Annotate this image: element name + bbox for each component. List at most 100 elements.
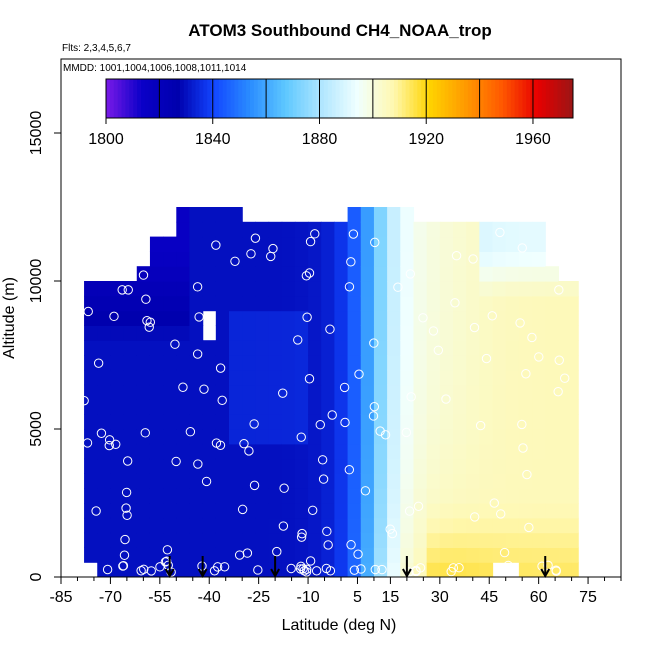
- heatmap-cell: [308, 266, 322, 282]
- heatmap-cell: [505, 384, 520, 400]
- heatmap-cell: [347, 473, 362, 489]
- heatmap-cell: [136, 325, 151, 341]
- heatmap-cell: [189, 221, 204, 238]
- heatmap-cell: [347, 547, 362, 563]
- heatmap-cell: [400, 503, 415, 519]
- heatmap-cell: [492, 473, 507, 489]
- sample-marker: [469, 322, 480, 333]
- colorbar-swatch: [526, 79, 531, 118]
- sample-marker: [369, 401, 380, 412]
- x-tick-label: 5: [353, 589, 362, 606]
- heatmap-cell: [229, 281, 243, 297]
- heatmap-cell: [215, 458, 230, 474]
- heatmap-cell: [453, 458, 467, 474]
- heatmap-cell: [439, 266, 454, 282]
- heatmap-cell: [413, 503, 428, 519]
- heatmap-cell: [163, 325, 177, 341]
- heatmap-cell: [360, 207, 375, 223]
- heatmap-cell: [215, 429, 230, 445]
- colorbar-swatch: [113, 79, 119, 118]
- sample-marker: [551, 565, 561, 575]
- heatmap-cell: [255, 517, 270, 534]
- heatmap-cell: [215, 251, 230, 267]
- heatmap-cell: [202, 399, 217, 415]
- sample-marker: [554, 355, 564, 365]
- heatmap-cell: [492, 429, 507, 445]
- colorbar-swatch: [397, 79, 403, 118]
- heatmap-cell: [518, 310, 533, 326]
- heatmap-cell: [347, 325, 362, 341]
- heatmap-cell: [413, 310, 428, 326]
- colorbar-swatch: [471, 79, 477, 118]
- heatmap-cell: [439, 325, 454, 341]
- heatmap-cell: [505, 266, 520, 282]
- colorbar-swatch: [277, 79, 282, 118]
- heatmap-cell: [255, 369, 270, 386]
- heatmap-cell: [532, 266, 546, 282]
- heatmap-cell: [97, 547, 112, 563]
- colorbar-swatch: [323, 79, 329, 118]
- heatmap-cell: [255, 325, 270, 341]
- heatmap-cell: [387, 532, 401, 548]
- heatmap-cell: [373, 325, 388, 341]
- colorbar-swatch: [238, 79, 243, 118]
- heatmap-cell: [558, 503, 573, 519]
- latitude-arrow: [402, 556, 412, 579]
- sample-marker: [201, 476, 212, 487]
- heatmap-cell: [360, 221, 375, 238]
- x-tick-label: 30: [431, 589, 449, 606]
- heatmap-cell: [439, 281, 454, 297]
- colorbar-swatch: [327, 79, 333, 118]
- heatmap-cell: [505, 414, 520, 430]
- heatmap-cell: [426, 488, 441, 504]
- heatmap-cell: [505, 251, 520, 267]
- heatmap-cell: [347, 532, 362, 548]
- heatmap-cell: [360, 547, 375, 563]
- y-tick-label: 0: [28, 572, 45, 581]
- colorbar-swatch: [129, 79, 134, 118]
- heatmap-cell: [215, 443, 230, 460]
- heatmap-cell: [347, 355, 362, 371]
- heatmap-cell: [400, 295, 415, 312]
- sample-marker: [469, 512, 480, 522]
- heatmap-cell: [149, 547, 164, 563]
- heatmap-cell: [229, 473, 243, 489]
- heatmap-cell: [189, 369, 204, 386]
- colorbar-swatch: [499, 79, 504, 118]
- heatmap-cell: [571, 488, 579, 504]
- colorbar-tick-label: 1920: [408, 131, 444, 148]
- heatmap-cell: [202, 443, 217, 460]
- colorbar-swatch: [160, 79, 165, 118]
- heatmap-cell: [281, 281, 296, 297]
- colorbar-swatch: [530, 79, 535, 118]
- heatmap-cell: [492, 458, 507, 474]
- heatmap-cell: [505, 325, 520, 341]
- heatmap-cell: [505, 547, 520, 563]
- colorbar-swatch: [199, 79, 204, 118]
- heatmap-cell: [281, 236, 296, 252]
- colorbar-swatch: [534, 79, 539, 118]
- sample-marker: [411, 565, 421, 576]
- colorbar-swatch: [203, 79, 208, 118]
- heatmap-cell: [110, 399, 125, 415]
- sample-marker: [428, 326, 439, 336]
- heatmap-cell: [268, 414, 283, 430]
- latitude-arrow: [270, 556, 280, 579]
- heatmap-cell: [281, 251, 296, 267]
- heatmap-cell: [268, 429, 283, 445]
- sample-marker: [370, 564, 381, 575]
- heatmap-cell: [400, 488, 415, 504]
- sample-marker: [102, 564, 113, 575]
- heatmap-cell: [215, 325, 230, 341]
- heatmap-cell: [532, 340, 546, 356]
- heatmap-cell: [84, 473, 98, 489]
- sample-marker: [120, 534, 130, 545]
- heatmap-cell: [281, 355, 296, 371]
- heatmap-cell: [545, 369, 560, 386]
- sample-marker: [121, 503, 131, 513]
- colorbar-swatch: [425, 79, 430, 118]
- heatmap-cell: [202, 207, 217, 223]
- heatmap-cell: [229, 207, 243, 223]
- heatmap-cell: [268, 340, 283, 356]
- heatmap-cell: [123, 458, 138, 474]
